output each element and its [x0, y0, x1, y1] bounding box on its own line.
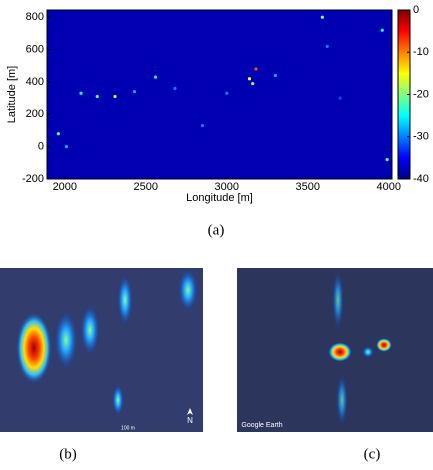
hotspot [112, 384, 124, 416]
y-tick-label: -200 [22, 173, 44, 185]
y-tick-label: 600 [26, 44, 44, 56]
y-tick-label: 800 [26, 11, 44, 23]
panel-b: N 100 m (b) [0, 268, 203, 462]
hotspot [178, 268, 198, 312]
scale: 100 m [121, 425, 135, 431]
hotspot [332, 270, 344, 330]
colorbar-tick-label: -30 [413, 131, 429, 143]
hotspot [325, 44, 329, 48]
hotspot [117, 274, 133, 326]
x-axis-label: Longitude [m] [186, 192, 253, 204]
north-arrow [187, 408, 193, 415]
hotspot [336, 374, 348, 426]
colorbar-tick-label: 0 [413, 4, 419, 16]
hotspot [247, 77, 252, 81]
colorbar-tick-label: -10 [413, 46, 429, 58]
hotspot [56, 132, 60, 136]
hotspot [380, 28, 384, 32]
hotspot [225, 91, 229, 95]
hotspot [362, 346, 374, 358]
y-axis-label: Latitude [m] [6, 66, 18, 123]
hotspot [153, 75, 158, 79]
x-tick-label: 2500 [134, 181, 158, 193]
caption: (a) [208, 222, 225, 238]
hotspot [54, 310, 78, 370]
caption: (b) [59, 446, 77, 462]
caption: (c) [364, 446, 381, 462]
y-tick-label: 200 [26, 108, 44, 120]
hotspot [328, 342, 352, 362]
y-tick-label: 400 [26, 76, 44, 88]
hotspot [273, 73, 277, 78]
x-tick-label: 4000 [377, 181, 401, 193]
hotspot [79, 91, 83, 95]
heatmap-chart: 2000 2500 3000 3500 4000-2000200400600800Lon… [6, 4, 429, 204]
colorbar-tick-label: -20 [413, 88, 429, 100]
hotspot [16, 312, 52, 384]
hotspot [376, 338, 392, 352]
hotspot [113, 94, 117, 99]
hotspot [254, 67, 258, 71]
plot-frame [46, 9, 393, 180]
heatmap-background [47, 10, 392, 179]
x-tick-label: 2000 [53, 181, 77, 193]
x-tick-label: 3500 [296, 181, 320, 193]
hotspot [200, 124, 205, 128]
hotspot [338, 96, 342, 100]
hotspot [173, 86, 177, 91]
hotspot [95, 94, 99, 99]
x-tick-label: 3000 [215, 181, 239, 193]
y-tick-label: 0 [38, 141, 44, 153]
hotspot [80, 304, 100, 356]
hotspot [64, 145, 69, 149]
hotspot [320, 15, 324, 19]
credit: Google Earth [241, 422, 282, 429]
panel-c: Google Earth (c) [237, 268, 433, 462]
hotspot [132, 90, 137, 94]
hotspot [385, 157, 389, 162]
colorbar-tick-label: -40 [413, 173, 429, 185]
north: N [187, 416, 193, 425]
hotspot [251, 81, 255, 86]
